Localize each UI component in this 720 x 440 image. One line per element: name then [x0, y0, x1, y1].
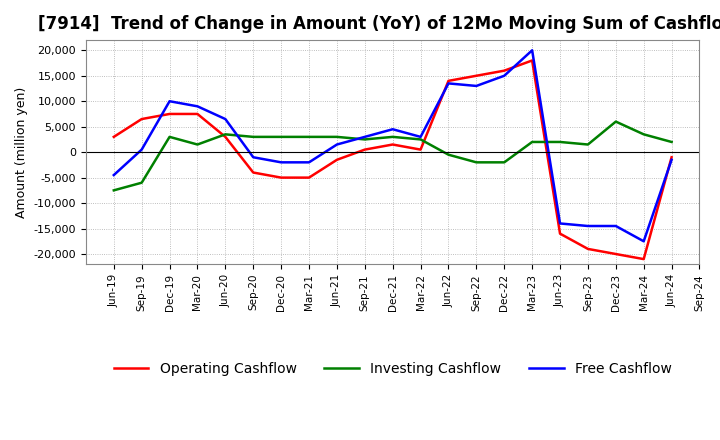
- Free Cashflow: [472, 83, 481, 88]
- Operating Cashflow: [556, 231, 564, 236]
- Operating Cashflow: [500, 68, 508, 73]
- Line: Investing Cashflow: Investing Cashflow: [114, 121, 672, 191]
- Line: Free Cashflow: Free Cashflow: [114, 50, 672, 241]
- Operating Cashflow: [361, 147, 369, 152]
- Investing Cashflow: [221, 132, 230, 137]
- Operating Cashflow: [138, 117, 146, 122]
- Operating Cashflow: [333, 157, 341, 162]
- Line: Operating Cashflow: Operating Cashflow: [114, 60, 672, 259]
- Operating Cashflow: [109, 134, 118, 139]
- Investing Cashflow: [472, 160, 481, 165]
- Free Cashflow: [109, 172, 118, 178]
- Y-axis label: Amount (million yen): Amount (million yen): [15, 87, 28, 218]
- Investing Cashflow: [166, 134, 174, 139]
- Free Cashflow: [528, 48, 536, 53]
- Investing Cashflow: [556, 139, 564, 145]
- Free Cashflow: [639, 238, 648, 244]
- Free Cashflow: [221, 117, 230, 122]
- Free Cashflow: [249, 154, 258, 160]
- Free Cashflow: [361, 134, 369, 139]
- Investing Cashflow: [667, 139, 676, 145]
- Investing Cashflow: [528, 139, 536, 145]
- Free Cashflow: [556, 221, 564, 226]
- Operating Cashflow: [639, 257, 648, 262]
- Free Cashflow: [416, 134, 425, 139]
- Free Cashflow: [611, 224, 620, 229]
- Investing Cashflow: [444, 152, 453, 158]
- Investing Cashflow: [361, 137, 369, 142]
- Operating Cashflow: [472, 73, 481, 78]
- Free Cashflow: [333, 142, 341, 147]
- Investing Cashflow: [611, 119, 620, 124]
- Free Cashflow: [305, 160, 313, 165]
- Operating Cashflow: [388, 142, 397, 147]
- Operating Cashflow: [305, 175, 313, 180]
- Investing Cashflow: [138, 180, 146, 185]
- Operating Cashflow: [276, 175, 285, 180]
- Free Cashflow: [584, 224, 593, 229]
- Free Cashflow: [444, 81, 453, 86]
- Free Cashflow: [138, 147, 146, 152]
- Free Cashflow: [388, 127, 397, 132]
- Legend: Operating Cashflow, Investing Cashflow, Free Cashflow: Operating Cashflow, Investing Cashflow, …: [108, 356, 678, 381]
- Operating Cashflow: [444, 78, 453, 84]
- Free Cashflow: [193, 104, 202, 109]
- Free Cashflow: [500, 73, 508, 78]
- Operating Cashflow: [166, 111, 174, 117]
- Operating Cashflow: [416, 147, 425, 152]
- Investing Cashflow: [639, 132, 648, 137]
- Operating Cashflow: [611, 251, 620, 257]
- Title: [7914]  Trend of Change in Amount (YoY) of 12Mo Moving Sum of Cashflows: [7914] Trend of Change in Amount (YoY) o…: [37, 15, 720, 33]
- Operating Cashflow: [667, 154, 676, 160]
- Investing Cashflow: [584, 142, 593, 147]
- Investing Cashflow: [109, 188, 118, 193]
- Investing Cashflow: [276, 134, 285, 139]
- Investing Cashflow: [388, 134, 397, 139]
- Operating Cashflow: [193, 111, 202, 117]
- Free Cashflow: [276, 160, 285, 165]
- Operating Cashflow: [249, 170, 258, 175]
- Investing Cashflow: [500, 160, 508, 165]
- Free Cashflow: [667, 157, 676, 162]
- Investing Cashflow: [416, 137, 425, 142]
- Operating Cashflow: [584, 246, 593, 252]
- Investing Cashflow: [333, 134, 341, 139]
- Free Cashflow: [166, 99, 174, 104]
- Operating Cashflow: [528, 58, 536, 63]
- Operating Cashflow: [221, 134, 230, 139]
- Investing Cashflow: [193, 142, 202, 147]
- Investing Cashflow: [249, 134, 258, 139]
- Investing Cashflow: [305, 134, 313, 139]
